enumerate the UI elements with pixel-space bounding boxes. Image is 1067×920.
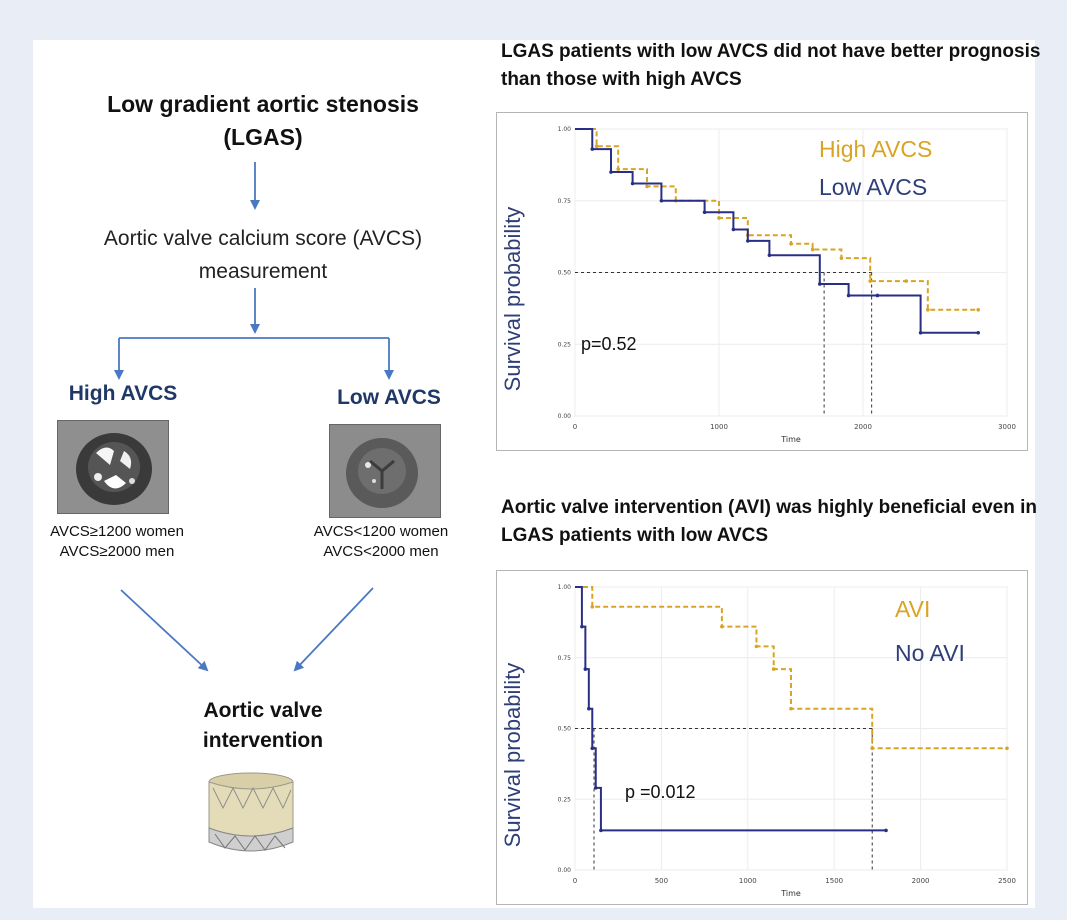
chart1-censor-point	[767, 253, 772, 258]
chart1-censor-point	[594, 144, 599, 149]
chart2-ytick-label: 1.00	[558, 584, 572, 591]
chart2-censor-point	[587, 706, 591, 711]
chart1-legend-low: Low AVCS	[819, 174, 928, 200]
arrow-converge-right	[293, 587, 374, 672]
chart2-pvalue: p =0.012	[625, 782, 696, 802]
chart1-censor-point	[590, 147, 595, 151]
chart2-censor-point	[754, 644, 759, 649]
chart1-xtick-label: 2000	[854, 423, 872, 431]
chart2-censor-point	[720, 624, 724, 629]
chart1-censor-point	[645, 184, 649, 189]
chart2-container: 0 500 1000 1500 2000 2500 0.00 0.25 0.50 0.75 1.00…	[496, 570, 1028, 905]
flowchart-arrows	[114, 162, 394, 672]
chart1-censor-point	[746, 239, 750, 243]
chart2-ytick-label: 0.75	[558, 655, 572, 662]
chart2-series-line-0	[575, 586, 1007, 750]
chart1-ylabel: Survival probability	[500, 206, 525, 392]
chart1-censor-point	[609, 170, 613, 174]
chart2-xlabel: Time	[780, 889, 801, 898]
chart1-censor-point	[731, 227, 736, 232]
chart2-xtick-label: 2000	[912, 877, 930, 885]
chart2-xtick-label: 0	[573, 877, 577, 885]
chart2-censor-point	[599, 828, 603, 833]
high-avcs-label: High AVCS	[68, 382, 178, 405]
chart1-svg: 0 1000 2000 3000 0.00 0.25 0.50 0.75 1.00 Time	[558, 126, 1016, 444]
high-avcs-criteria-women: AVCS≥1200 women	[50, 523, 184, 540]
chart1-censor-point	[868, 279, 872, 283]
chart1-censor-point	[976, 330, 980, 335]
chart2-title: Aortic valve intervention (AVI) was high…	[501, 497, 1038, 546]
chart1-ytick-label: 1.00	[558, 126, 572, 133]
chart1-ytick-label: 0.50	[558, 270, 572, 277]
chart2-censor-point	[771, 667, 776, 671]
chart2-censor-point	[789, 706, 793, 711]
chart2-xtick-label: 1000	[739, 877, 757, 885]
chart2-xtick-label: 1500	[825, 877, 843, 885]
chart2-censor-point	[580, 624, 584, 629]
chart2-censor-point	[1005, 746, 1009, 751]
chart1-xtick-label: 3000	[998, 423, 1016, 431]
chart1-censor-point	[846, 293, 851, 298]
chart2-censor-point	[884, 828, 888, 833]
chart1-censor-point	[918, 330, 923, 335]
chart1-xtick-label: 0	[573, 423, 577, 431]
chart2-censor-point	[590, 746, 595, 751]
chart2-ytick-label: 0.50	[558, 726, 572, 733]
low-avcs-criteria-men: AVCS<2000 men	[323, 543, 439, 560]
chart1-censor-point	[630, 181, 635, 186]
chart1-container: 0 1000 2000 3000 0.00 0.25 0.50 0.75 1.00 Time	[496, 112, 1028, 451]
chart1-ytick-label: 0.00	[558, 413, 572, 420]
chart2-censor-point	[593, 786, 598, 790]
chart1-ytick-label: 0.25	[558, 341, 572, 348]
chart1-title: LGAS patients with low AVCS did not have…	[501, 41, 1041, 90]
chart2-svg: 0 500 1000 1500 2000 2500 0.00 0.25 0.50 0.75 1.00…	[558, 584, 1016, 898]
chart2-censor-point	[583, 667, 588, 671]
chart2-censor-point	[590, 605, 595, 609]
high-avcs-ct-image	[57, 420, 169, 514]
chart1-censor-point	[659, 198, 664, 203]
low-avcs-ct-image	[329, 424, 441, 518]
flowchart-title: Low gradient aortic stenosis (LGAS)	[107, 91, 419, 150]
chart1-censor-point	[702, 210, 707, 215]
chart1-censor-point	[839, 256, 844, 260]
chart1-censor-point	[904, 279, 908, 283]
low-avcs-label: Low AVCS	[337, 386, 441, 409]
chart2-censor-point	[870, 746, 875, 751]
chart1-censor-point	[875, 293, 880, 298]
chart2-legend-noavi: No AVI	[895, 640, 965, 666]
chart1-xtick-label: 1000	[710, 423, 728, 431]
chart1-pvalue: p=0.52	[581, 334, 637, 354]
chart1-censor-point	[810, 247, 815, 252]
chart2-ylabel: Survival probability	[500, 662, 525, 848]
low-avcs-criteria-women: AVCS<1200 women	[313, 523, 449, 540]
figure-panel: Low gradient aortic stenosis (LGAS) Aort…	[33, 40, 1040, 908]
arrow-converge-left	[120, 589, 209, 672]
chart2-ytick-label: 0.00	[558, 867, 572, 874]
chart1-xlabel: Time	[780, 435, 801, 444]
chart2-ytick-label: 0.25	[558, 796, 572, 803]
valve-prosthesis-image	[203, 768, 299, 860]
chart2-xtick-label: 500	[655, 877, 668, 885]
chart1-censor-point	[717, 216, 721, 220]
chart2-xtick-label: 2500	[998, 877, 1016, 885]
flowchart-step: Aortic valve calcium score (AVCS) measur…	[103, 227, 423, 283]
chart1-censor-point	[616, 167, 620, 171]
chart1-ytick-label: 0.75	[558, 198, 572, 205]
chart1-censor-point	[818, 282, 822, 286]
chart1-censor-point	[926, 308, 930, 312]
intervention-label: Aortic valve intervention	[202, 699, 324, 752]
chart1-censor-point	[976, 308, 980, 312]
chart1-legend-high: High AVCS	[819, 136, 933, 162]
high-avcs-criteria-men: AVCS≥2000 men	[59, 543, 175, 560]
chart2-legend-avi: AVI	[895, 596, 931, 622]
chart1-censor-point	[789, 242, 793, 246]
